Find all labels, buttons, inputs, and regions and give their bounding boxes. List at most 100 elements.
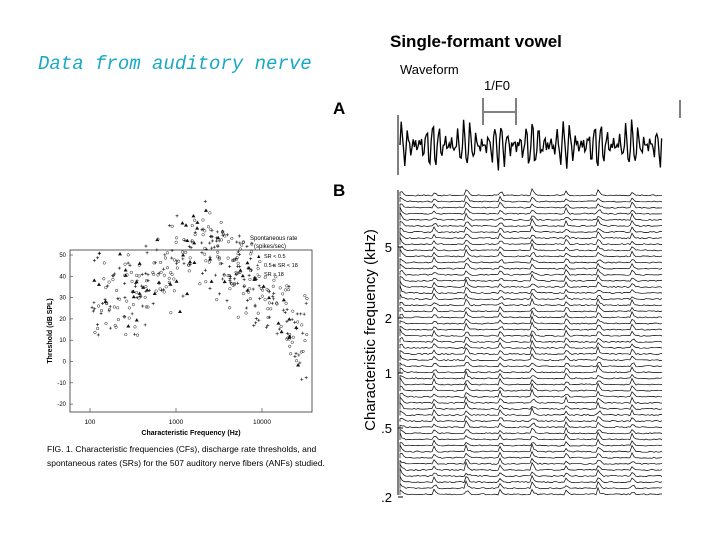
- scatter-texture: [210, 229, 214, 233]
- scatter-texture: [272, 291, 276, 295]
- scatter-texture: [92, 278, 97, 282]
- scatter-texture: [91, 309, 95, 313]
- spike-trace-texture: [399, 303, 663, 313]
- spike-trace-texture: [399, 468, 663, 478]
- scatter-texture: [190, 240, 194, 244]
- scatter-texture: [167, 224, 171, 228]
- scatter-texture: [131, 290, 135, 294]
- caption: FIG. 1. Characteristic frequencies (CFs)…: [47, 444, 317, 454]
- scatter-texture: [174, 240, 178, 244]
- y-tick-label: 40: [59, 274, 66, 280]
- spike-trace-texture: [399, 315, 663, 325]
- scatter-texture: [259, 286, 263, 291]
- scatter-texture: [184, 250, 188, 254]
- scatter-texture: [203, 199, 207, 203]
- scatter-texture: [169, 311, 173, 315]
- spike-trace-texture: [399, 461, 663, 471]
- scatter-texture: [210, 239, 214, 243]
- scatter-texture: [296, 320, 300, 324]
- scatter-texture: [221, 233, 225, 237]
- scatter-texture: [203, 252, 207, 256]
- scatter-texture: [129, 270, 133, 274]
- scatter-texture: [285, 332, 289, 336]
- spike-trace-texture: [399, 242, 662, 252]
- scatter-texture: [133, 325, 137, 329]
- scatter-texture: [141, 285, 146, 289]
- scatter-texture: [159, 260, 163, 264]
- scatter-texture: [295, 327, 299, 331]
- scatter-texture: [293, 355, 297, 359]
- scatter-texture: [182, 238, 186, 242]
- scatter-texture: [143, 323, 147, 327]
- scatter-texture: [228, 278, 232, 282]
- scatter-texture: [134, 282, 138, 286]
- scatter-texture: [289, 352, 293, 356]
- scatter-texture: [208, 255, 212, 259]
- scatter-texture: [295, 312, 299, 316]
- spike-trace-texture: [399, 278, 663, 288]
- spike-trace-texture: [399, 361, 663, 368]
- scatter-texture: [285, 319, 289, 323]
- y-tick-label: 30: [59, 296, 66, 302]
- y-axis-label: Threshold (dB SPL): [47, 298, 54, 363]
- scatter-texture: [135, 295, 139, 299]
- y-tick-label: -20: [57, 402, 66, 408]
- scatter-texture: [242, 285, 246, 289]
- y-tick-label: .5: [381, 421, 392, 436]
- scatter-texture: [123, 268, 128, 272]
- scatter-texture: [299, 350, 303, 354]
- scatter-texture: [235, 240, 239, 244]
- scatter-texture: [117, 297, 122, 301]
- scatter-texture: [230, 236, 234, 240]
- scatter-texture: [228, 265, 232, 269]
- scatter-texture: [264, 325, 268, 329]
- scatter-texture: [276, 321, 281, 325]
- scatter-texture: [265, 287, 269, 291]
- x-tick-label: 100: [85, 419, 96, 426]
- scatter-texture: [245, 244, 249, 248]
- y-tick-label: 10: [59, 338, 66, 344]
- scatter-texture: [247, 273, 251, 277]
- scatter-texture: [216, 244, 220, 248]
- scatter-texture: [112, 305, 116, 309]
- scatter-texture: [177, 259, 181, 263]
- scatter-texture: [269, 307, 273, 311]
- scatter-texture: [157, 281, 161, 285]
- scatter-texture: [175, 262, 179, 266]
- scatter-texture: [144, 289, 148, 293]
- spike-trace-texture: [399, 339, 663, 349]
- scatter-texture: [96, 326, 100, 331]
- scatter-texture: [181, 253, 186, 257]
- scatter-texture: [240, 243, 244, 247]
- scatter-texture: [130, 279, 134, 283]
- scatter-texture: [152, 291, 157, 295]
- scatter-texture: [212, 245, 216, 249]
- scatter-texture: [238, 241, 242, 245]
- scatter-texture: [111, 274, 115, 278]
- scatter-texture: [146, 273, 150, 277]
- scatter-texture: [156, 237, 160, 241]
- spike-trace-texture: [399, 207, 663, 215]
- scatter-texture: [133, 332, 137, 336]
- scatter-texture: [242, 284, 246, 288]
- spike-trace-texture: [399, 345, 663, 356]
- scatter-texture: [206, 225, 211, 229]
- scatter-texture: [294, 351, 298, 355]
- threshold-figure: Threshold (dB SPL) Characteristic Freque…: [47, 199, 325, 468]
- scatter-texture: [290, 340, 294, 344]
- scatter-texture: [232, 258, 236, 263]
- scatter-texture: [172, 277, 176, 281]
- scatter-texture: [116, 306, 120, 310]
- scatter-texture: [170, 256, 174, 260]
- scatter-texture: [144, 305, 148, 309]
- scatter-texture: [208, 286, 212, 290]
- scatter-texture: [175, 266, 179, 270]
- scatter-texture: [267, 295, 272, 300]
- scatter-texture: [108, 305, 112, 309]
- scatter-texture: [172, 258, 176, 262]
- spike-trace-texture: [399, 364, 663, 374]
- scatter-texture: [130, 312, 134, 316]
- scatter-texture: [283, 310, 287, 314]
